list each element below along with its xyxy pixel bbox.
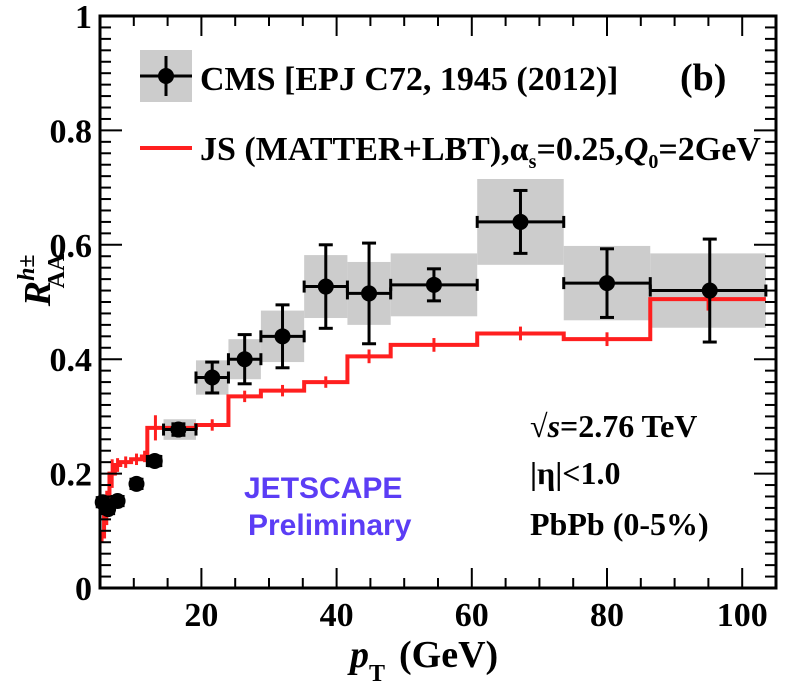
y-tick-label-4: 0.8 xyxy=(50,113,93,150)
eta-cut-label: |η|<1.0 xyxy=(530,455,621,491)
x-tick-label-20: 20 xyxy=(184,597,218,634)
legend-js-end: =2GeV xyxy=(658,131,761,168)
x-tick-label-80: 80 xyxy=(590,597,624,634)
cms-point-12 xyxy=(512,213,529,230)
preliminary-line-2: Preliminary xyxy=(248,509,412,542)
xlabel-unit: (GeV) xyxy=(399,634,498,676)
legend-js-sub1: s xyxy=(529,151,537,173)
x-axis-title: pT (GeV) xyxy=(347,634,498,687)
ylabel-sup: h± xyxy=(14,254,40,281)
x-tick-label-40: 40 xyxy=(320,597,354,634)
y-tick-label-1: 0.2 xyxy=(50,457,93,494)
legend-js-main: JS (MATTER+LBT),α xyxy=(200,131,529,168)
annotations: √s=2.76 TeV |η|<1.0 PbPb (0-5%) JETSCAPE… xyxy=(244,408,709,542)
energy-label: √s=2.76 TeV xyxy=(530,408,697,444)
energy-sqrt: √ xyxy=(530,408,548,444)
preliminary-line-1: JETSCAPE xyxy=(244,472,402,505)
cms-point-2 xyxy=(109,493,126,510)
legend-js-sub2: 0 xyxy=(648,151,658,173)
cms-point-9 xyxy=(317,278,334,295)
energy-s: s xyxy=(547,408,560,444)
cms-point-7 xyxy=(236,351,253,368)
y-tick-label-2: 0.4 xyxy=(50,342,93,379)
cms-point-14 xyxy=(701,282,718,299)
svg-text:Rh±AA: Rh± AA xyxy=(14,253,70,307)
y-tick-label-5: 1 xyxy=(75,0,92,36)
axis-ticks: 20 40 60 80 100 0 0.2 0.4 0.6 0.8 1 xyxy=(50,0,777,634)
x-tick-label-60: 60 xyxy=(455,597,489,634)
cms-point-11 xyxy=(425,276,442,293)
ylabel-main: R xyxy=(17,281,59,307)
svg-text:pT(GeV): pT (GeV) xyxy=(347,634,498,687)
cms-point-13 xyxy=(599,275,615,292)
y-axis-title: Rh± AA xyxy=(14,253,70,307)
cms-point-3 xyxy=(128,475,145,492)
cms-data-points xyxy=(94,188,768,518)
y-tick-label-3: 0.6 xyxy=(50,228,93,265)
cms-point-4 xyxy=(146,453,163,470)
legend-cms-marker xyxy=(158,68,174,84)
legend-js-mid: =0.25, xyxy=(536,131,623,168)
panel-label: (b) xyxy=(680,57,726,99)
legend: CMS [EPJ C72, 1945 (2012)] (b) JS (MATTE… xyxy=(140,50,761,173)
legend-js-q: Q xyxy=(624,131,649,168)
xlabel-main: p xyxy=(347,634,369,676)
cms-point-8 xyxy=(274,328,291,345)
energy-rest: =2.76 TeV xyxy=(560,408,697,444)
x-tick-label-100: 100 xyxy=(717,597,768,634)
y-tick-label-0: 0 xyxy=(75,571,92,608)
ylabel-sub: AA xyxy=(44,253,70,288)
cms-point-5 xyxy=(170,421,187,438)
legend-cms-label: CMS [EPJ C72, 1945 (2012)] xyxy=(200,61,618,98)
xlabel-sub: T xyxy=(369,661,385,687)
cms-point-10 xyxy=(361,285,378,302)
legend-js-label: JS (MATTER+LBT),αs=0.25,Q0=2GeV xyxy=(200,131,761,173)
cms-point-6 xyxy=(204,369,221,386)
system-label: PbPb (0-5%) xyxy=(530,506,709,542)
